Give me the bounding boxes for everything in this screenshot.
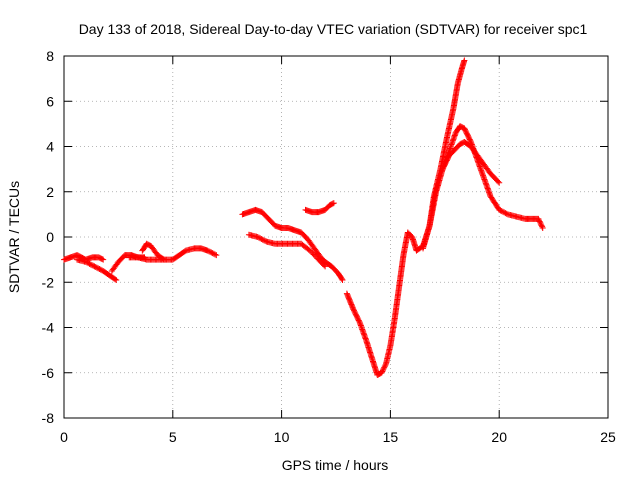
data-point [382, 361, 389, 368]
chart-title: Day 133 of 2018, Sidereal Day-to-day VTE… [79, 21, 588, 37]
x-axis-label: GPS time / hours [282, 457, 389, 473]
x-tick-label: 15 [383, 429, 399, 445]
data-point [381, 363, 388, 370]
y-axis-label: SDTVAR / TECUs [6, 181, 22, 293]
data-point [539, 224, 546, 231]
y-tick-label: -4 [42, 320, 55, 336]
x-tick-label: 20 [491, 429, 507, 445]
data-point [330, 200, 337, 207]
y-tick-label: -8 [42, 410, 55, 426]
data-point [329, 200, 336, 207]
data-point [467, 137, 474, 144]
y-tick-label: -2 [42, 274, 55, 290]
series-arc2 [239, 206, 346, 283]
data-point [379, 368, 386, 375]
data-point [112, 276, 119, 283]
data-point [213, 252, 220, 259]
x-tick-label: 25 [600, 429, 616, 445]
data-point [338, 275, 345, 282]
y-tick-label: 8 [46, 48, 54, 64]
data-point [379, 367, 386, 374]
x-tick-label: 5 [169, 429, 177, 445]
series-arc5 [343, 57, 468, 379]
data-point [212, 251, 219, 258]
data-point [537, 221, 544, 228]
y-tick-label: 4 [46, 139, 54, 155]
data-point [496, 179, 503, 186]
series-arc7 [439, 123, 546, 231]
data-point [339, 276, 346, 283]
data-point [536, 218, 543, 225]
x-tick-label: 10 [274, 429, 290, 445]
data-point [321, 262, 328, 269]
series-arc6 [420, 138, 503, 252]
data-marks [61, 57, 546, 379]
y-tick-label: 6 [46, 93, 54, 109]
data-point [535, 215, 542, 222]
series-arc4 [302, 200, 337, 216]
data-point [378, 369, 385, 376]
data-point [537, 219, 544, 226]
data-point [380, 365, 387, 372]
data-point [535, 217, 542, 224]
series-arc1a [61, 252, 107, 263]
data-point [99, 256, 106, 263]
data-point [538, 222, 545, 229]
data-point [381, 364, 388, 371]
data-point [461, 57, 468, 64]
data-point [113, 276, 120, 283]
data-point [495, 178, 502, 185]
data-point [356, 318, 363, 325]
data-point [322, 263, 329, 270]
series-arc3 [245, 231, 329, 270]
grid [64, 56, 608, 418]
y-tick-label: 2 [46, 184, 54, 200]
y-tick-label: -6 [42, 365, 55, 381]
series-arc1e [126, 245, 220, 263]
y-tick-label: 0 [46, 229, 54, 245]
ticks: 0 5 10 15 20 25 -8 -6 -4 -2 0 2 4 6 8 [42, 48, 616, 445]
series-arc1b [74, 256, 120, 283]
data-point [539, 223, 546, 230]
x-tick-label: 0 [60, 429, 68, 445]
data-point [100, 256, 107, 263]
